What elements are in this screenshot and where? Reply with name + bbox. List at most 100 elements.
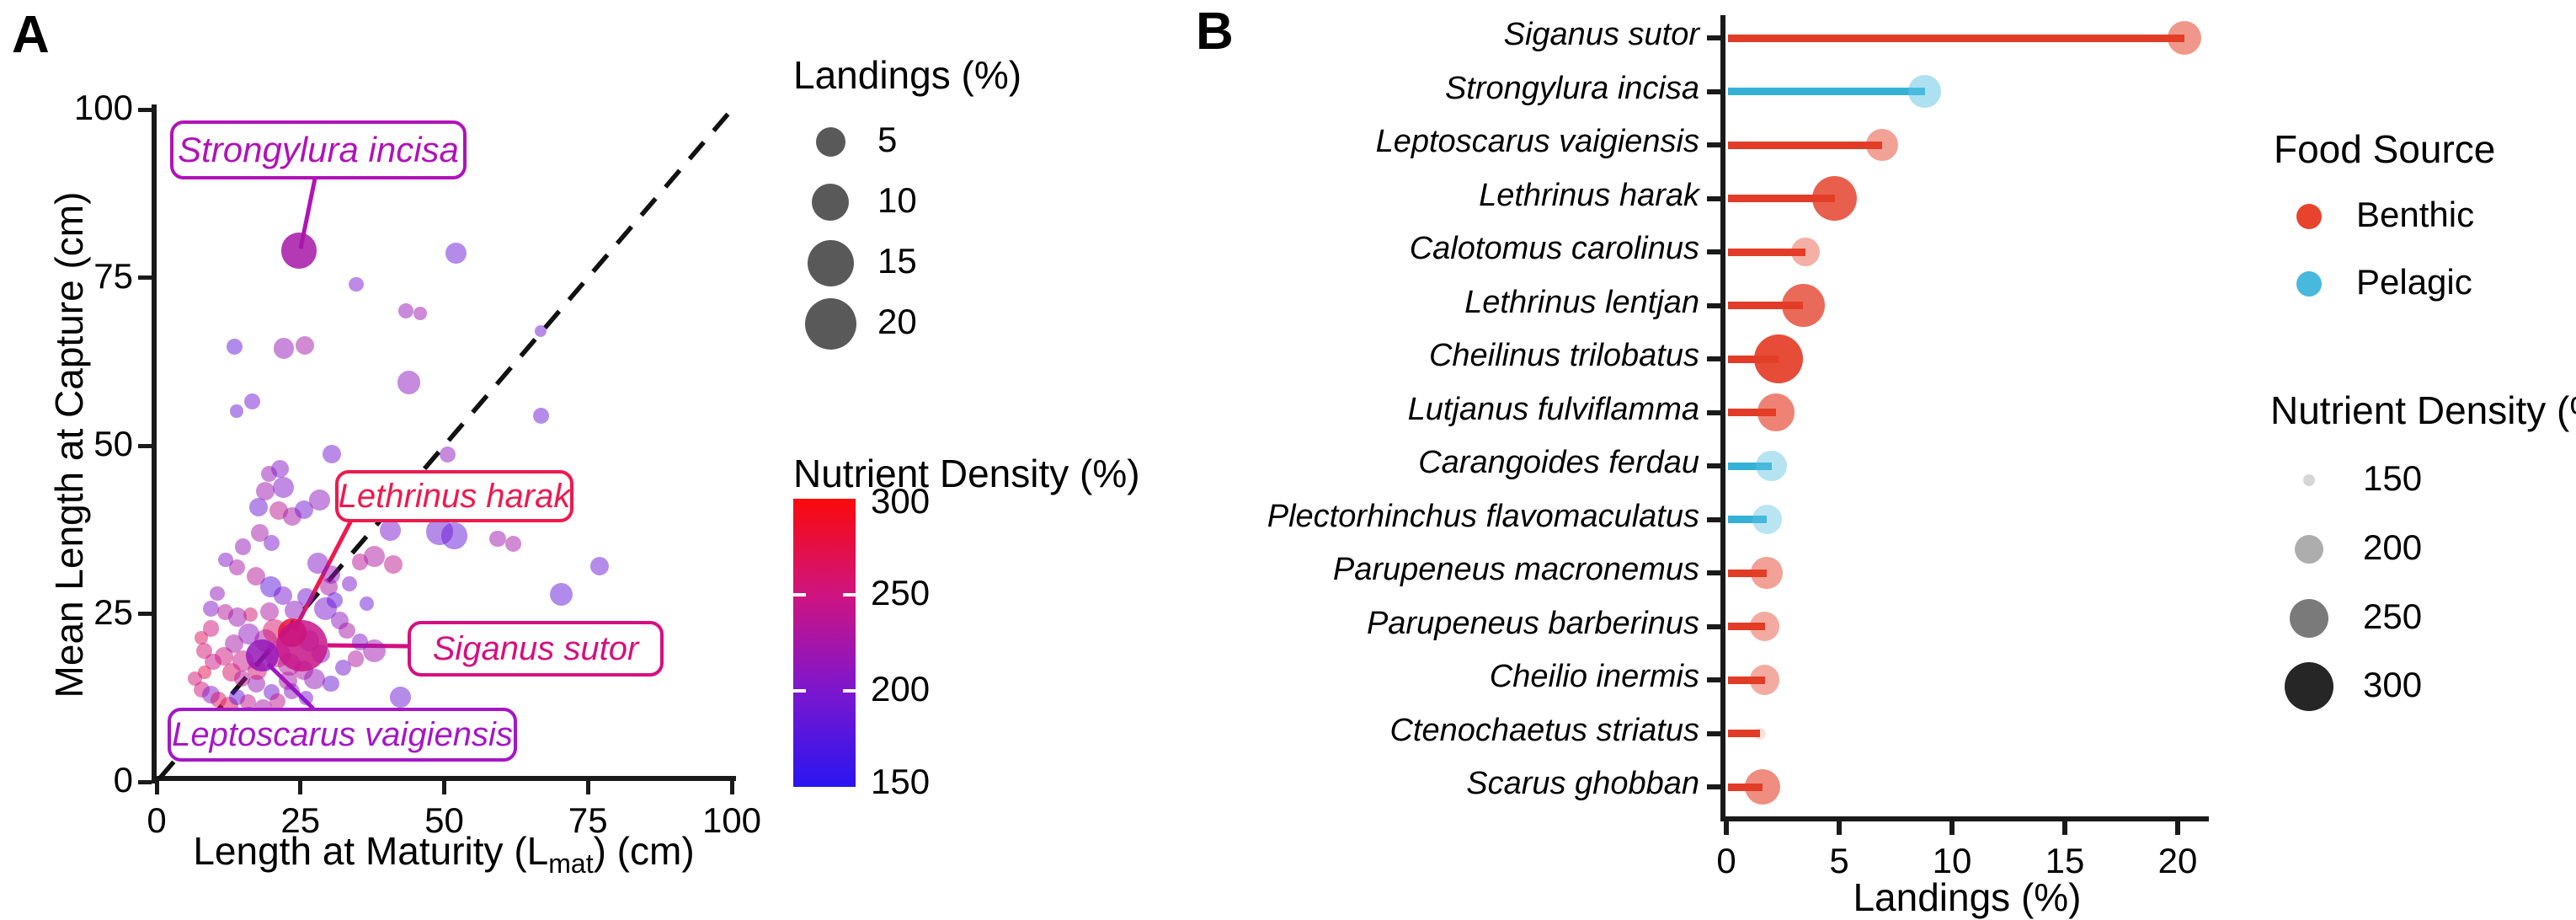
lollipop-line bbox=[1728, 34, 2185, 42]
scatter-point bbox=[341, 575, 357, 591]
landings-legend-value: 20 bbox=[877, 302, 917, 341]
landings-legend-value: 5 bbox=[877, 120, 898, 159]
lollipop-circle bbox=[1754, 727, 1767, 740]
colorbar-tick-label: 200 bbox=[871, 669, 931, 709]
species-label-5: Calotomus carolinus bbox=[1409, 231, 1699, 266]
panel-a-x-tick bbox=[729, 781, 734, 794]
nutrient-size-key bbox=[2303, 474, 2315, 486]
colorbar-tick-label: 150 bbox=[871, 762, 931, 801]
lollipop-circle bbox=[1757, 393, 1795, 431]
landings-legend-value: 10 bbox=[877, 180, 917, 220]
species-label-9: Carangoides ferdau bbox=[1418, 445, 1699, 480]
panel-b-letter: B bbox=[1196, 3, 1234, 61]
scatter-point bbox=[426, 518, 453, 545]
annotation-siganus-sutor: Siganus sutor bbox=[408, 621, 664, 677]
panel-b-x-axis-line bbox=[1720, 816, 2209, 821]
scatter-point bbox=[535, 325, 547, 338]
scatter-point bbox=[243, 607, 258, 622]
scatter-point bbox=[304, 668, 326, 690]
species-label-13: Cheilio inermis bbox=[1489, 659, 1699, 694]
lollipop-line bbox=[1728, 195, 1835, 202]
panel-b-x-tick bbox=[1837, 821, 1842, 835]
panel-b-x-axis-title: Landings (%) bbox=[1853, 875, 2082, 919]
panel-b-x-tick-label: 0 bbox=[1716, 841, 1736, 880]
scatter-point bbox=[323, 675, 339, 693]
panel-a-x-tick bbox=[442, 781, 446, 794]
panel-b-x-tick-label: 15 bbox=[2045, 841, 2085, 880]
scatter-point bbox=[243, 393, 260, 409]
scatter-point-annotated bbox=[275, 619, 328, 671]
nutrient-size-key bbox=[2295, 535, 2323, 564]
species-axis-tick bbox=[1707, 88, 1720, 94]
panel-a-y-tick bbox=[138, 779, 152, 784]
species-axis-tick bbox=[1707, 302, 1720, 308]
species-label-8: Lutjanus fulviflamma bbox=[1407, 391, 1699, 427]
lollipop-circle bbox=[1866, 129, 1898, 161]
annotation-leptoscarus-vaigiensis: Leptoscarus vaigiensis bbox=[168, 708, 517, 762]
lollipop-line bbox=[1728, 676, 1765, 684]
species-axis-tick bbox=[1707, 249, 1720, 254]
landings-size-legend-title: Landings (%) bbox=[793, 53, 1022, 97]
nutrient-size-key bbox=[2290, 599, 2328, 638]
scatter-point bbox=[334, 659, 351, 676]
scatter-point bbox=[532, 407, 549, 424]
colorbar-tick-label: 300 bbox=[871, 481, 931, 521]
scatter-point bbox=[504, 535, 522, 553]
scatter-point bbox=[413, 306, 427, 320]
panel-a-x-tick-label: 75 bbox=[568, 800, 608, 840]
species-axis-tick bbox=[1707, 784, 1720, 789]
lollipop-line bbox=[1728, 302, 1804, 309]
scatter-point bbox=[209, 586, 225, 602]
panel-a-y-tick-label: 75 bbox=[93, 255, 133, 296]
species-label-3: Leptoscarus vaigiensis bbox=[1375, 124, 1699, 159]
species-label-2: Strongylura incisa bbox=[1444, 70, 1699, 106]
species-label-15: Scarus ghobban bbox=[1466, 766, 1699, 801]
species-label-12: Parupeneus barberinus bbox=[1366, 605, 1699, 641]
species-axis-tick bbox=[1707, 356, 1720, 361]
species-label-6: Lethrinus lentjan bbox=[1464, 284, 1699, 320]
annotation-strongylura-incisa: Strongylura incisa bbox=[170, 120, 467, 179]
species-label-11: Parupeneus macronemus bbox=[1332, 552, 1699, 587]
panel-a-x-tick bbox=[298, 781, 303, 794]
species-axis-tick bbox=[1707, 35, 1720, 40]
species-label-7: Cheilinus trilobatus bbox=[1428, 338, 1699, 373]
nutrient-colorbar-title: Nutrient Density (%) bbox=[793, 452, 1140, 495]
scatter-point bbox=[379, 520, 401, 541]
panel-a-y-tick-label: 0 bbox=[113, 760, 133, 800]
panel-a-y-tick-label: 100 bbox=[73, 88, 133, 127]
species-axis-tick bbox=[1707, 195, 1720, 201]
scatter-point bbox=[323, 445, 342, 464]
food-source-legend-title: Food Source bbox=[2274, 127, 2496, 171]
scatter-point bbox=[398, 302, 414, 318]
colorbar-tick-label: 250 bbox=[871, 573, 931, 612]
colorbar-tick-white-right bbox=[843, 689, 856, 693]
lollipop-line bbox=[1728, 569, 1768, 577]
scatter-point bbox=[397, 371, 420, 394]
scatter-point-annotated bbox=[280, 233, 317, 269]
scatter-point bbox=[218, 553, 233, 568]
nutrient-size-legend-title: Nutrient Density (%) bbox=[2270, 388, 2576, 432]
scatter-point bbox=[440, 446, 456, 463]
scatter-point bbox=[550, 582, 573, 606]
nutrient-size-value: 150 bbox=[2363, 458, 2423, 498]
annotation-lethrinus-harak: Lethrinus harak bbox=[335, 470, 573, 522]
landings-legend-key bbox=[807, 239, 854, 286]
scatter-point bbox=[272, 477, 294, 498]
scatter-point bbox=[299, 690, 314, 705]
lollipop-circle bbox=[1790, 238, 1820, 266]
scatter-point bbox=[445, 243, 467, 265]
scatter-point bbox=[248, 498, 268, 517]
landings-legend-key bbox=[812, 184, 849, 221]
panel-b-x-tick-label: 10 bbox=[1932, 841, 1972, 880]
panel-b-x-tick-label: 20 bbox=[2157, 841, 2198, 880]
species-axis-tick bbox=[1707, 463, 1720, 468]
lollipop-line bbox=[1728, 248, 1805, 256]
panel-a-y-tick-label: 25 bbox=[93, 591, 133, 632]
colorbar-tick-white-left bbox=[793, 689, 806, 693]
food-source-key-pelagic bbox=[2296, 271, 2322, 297]
scatter-point bbox=[297, 588, 316, 607]
lollipop-line bbox=[1728, 730, 1761, 737]
scatter-point bbox=[327, 591, 344, 609]
lollipop-line bbox=[1728, 141, 1882, 149]
panel-a-x-tick bbox=[585, 781, 590, 794]
